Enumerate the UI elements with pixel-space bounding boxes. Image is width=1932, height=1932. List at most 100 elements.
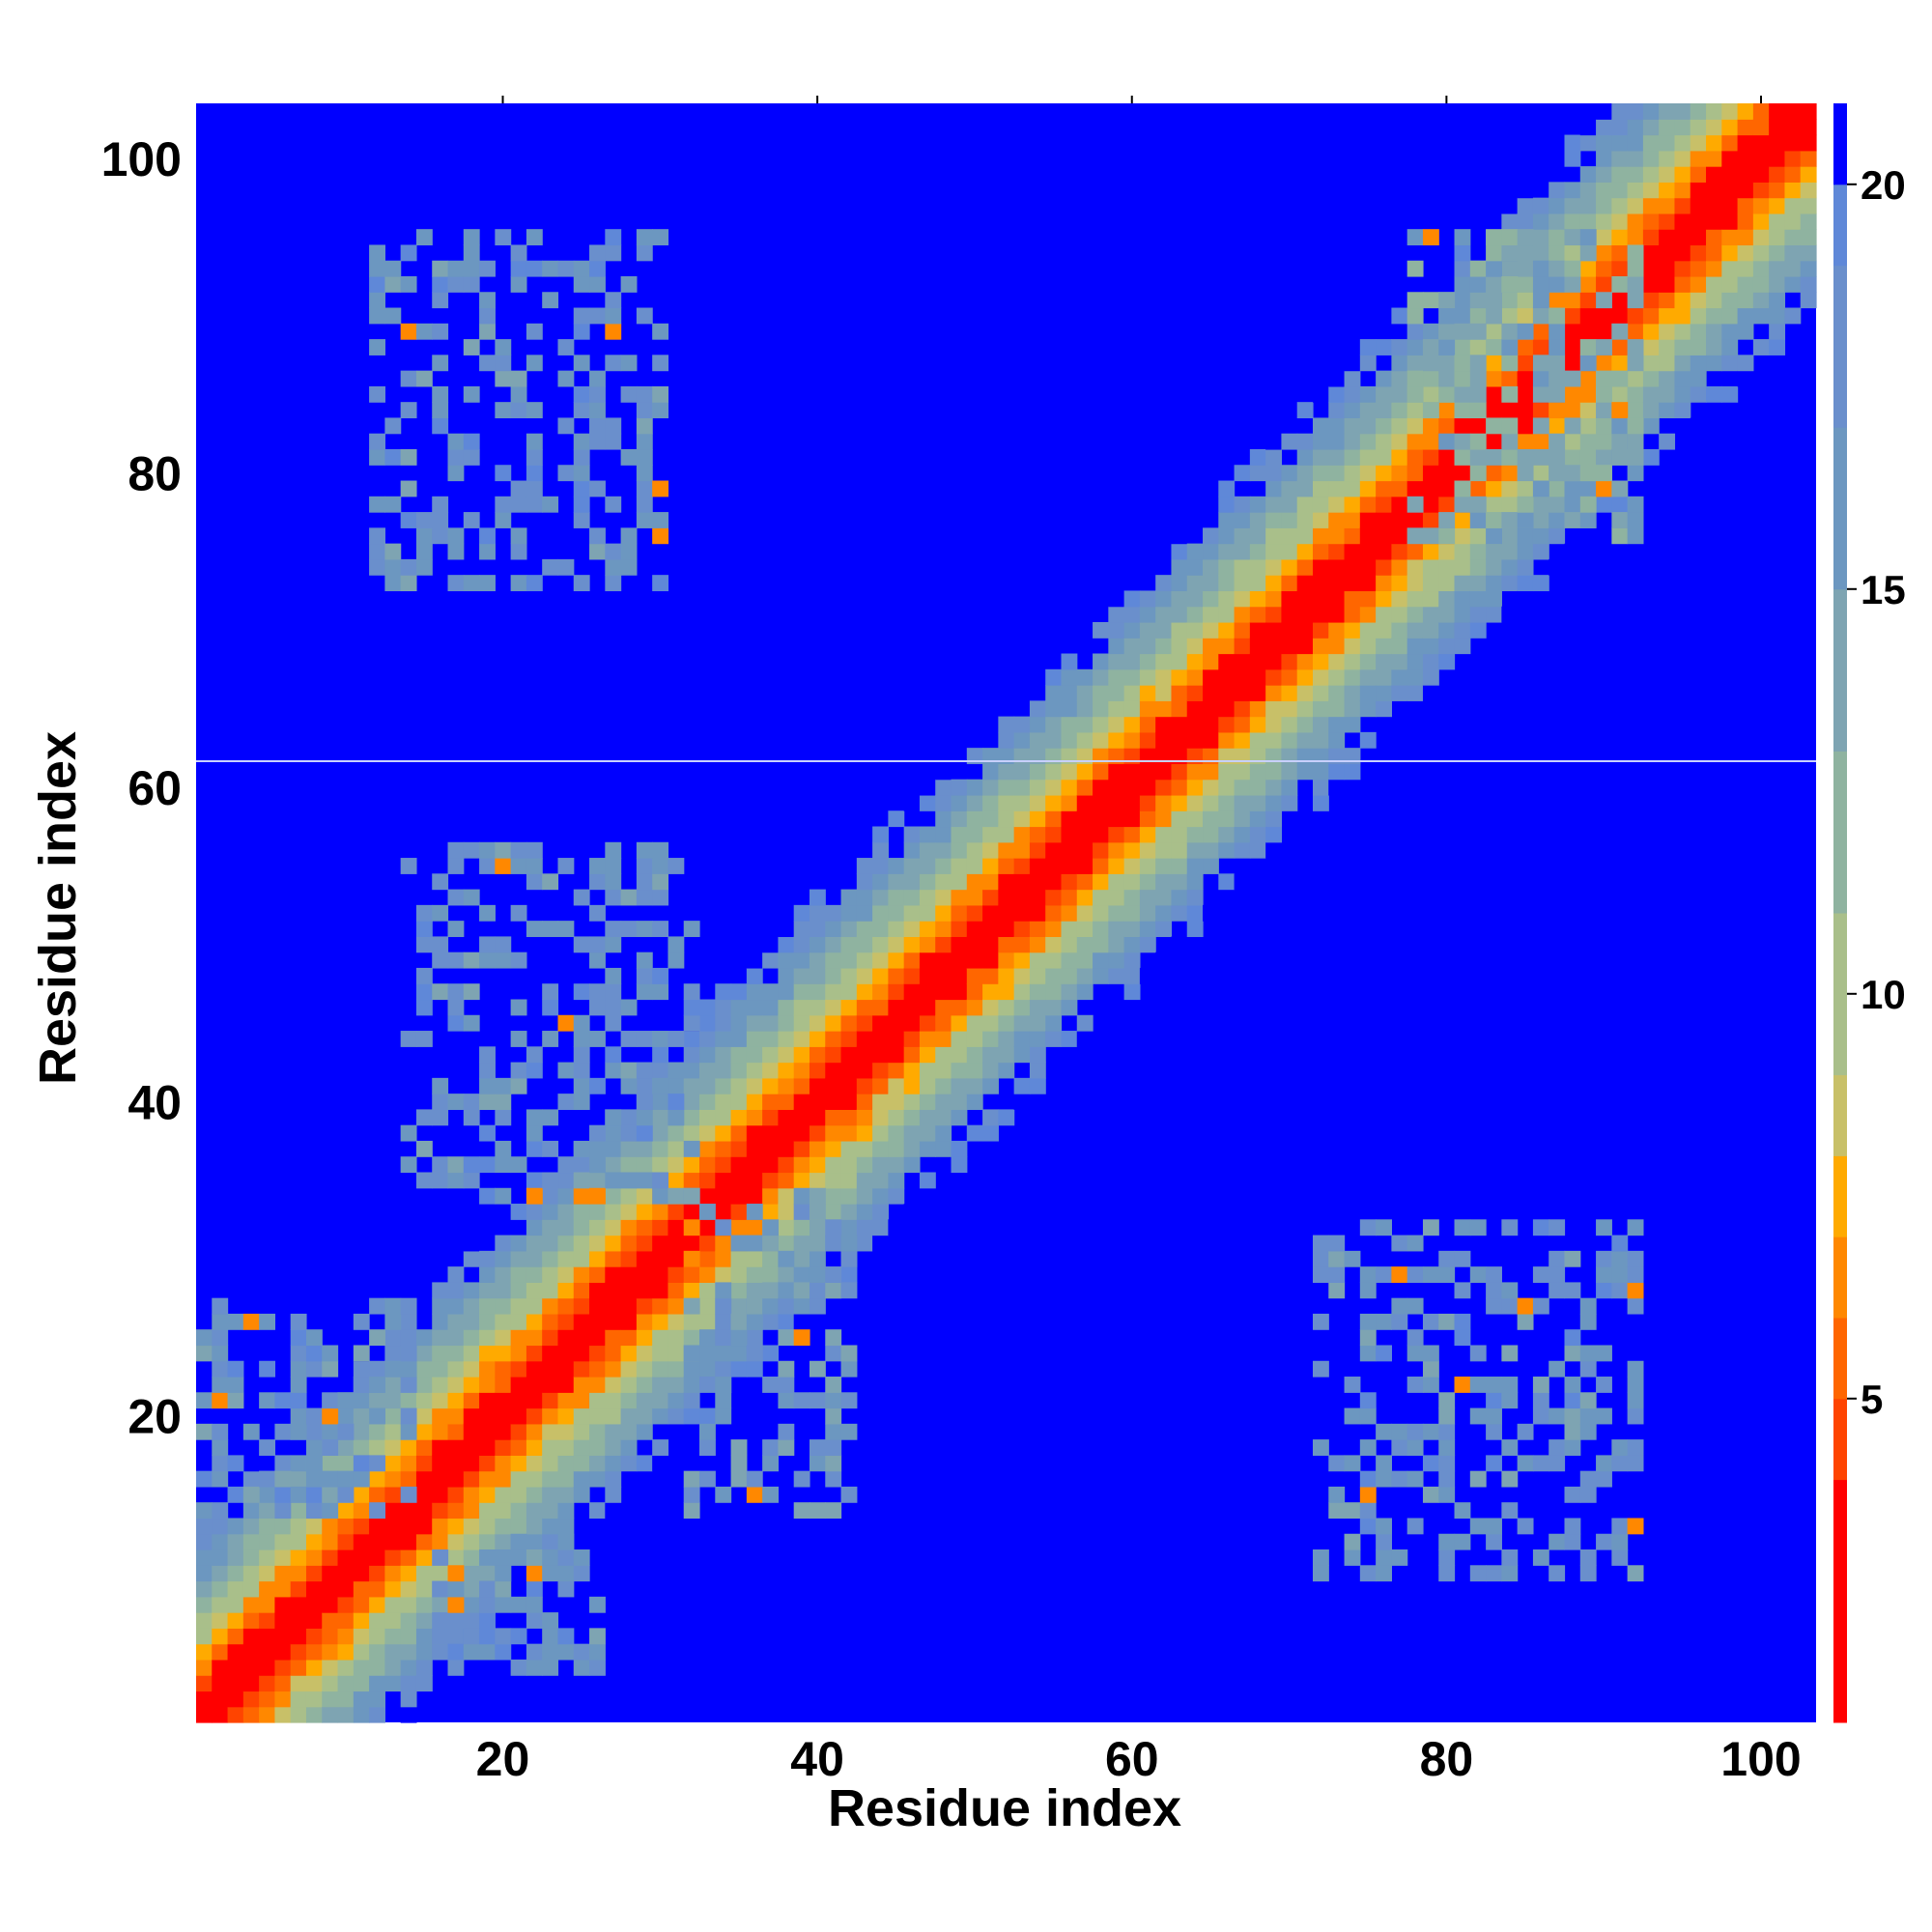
heatmap-cell: [290, 1675, 307, 1692]
heatmap-cell: [699, 1077, 716, 1094]
heatmap-cell: [1469, 275, 1487, 293]
heatmap-cell: [196, 1470, 213, 1488]
heatmap-cell: [636, 244, 653, 262]
heatmap-cell: [432, 1313, 449, 1330]
heatmap-cell: [982, 1031, 999, 1047]
heatmap-cell: [1501, 229, 1519, 246]
heatmap-cell: [447, 1360, 465, 1378]
heatmap-cell: [1265, 433, 1283, 450]
heatmap-cell: [1076, 841, 1094, 859]
heatmap-cell: [526, 1377, 543, 1393]
heatmap-cell: [1469, 480, 1487, 497]
heatmap-cell: [495, 858, 512, 874]
heatmap-cell: [495, 1282, 512, 1299]
heatmap-cell: [1391, 307, 1408, 325]
heatmap-cell: [1139, 841, 1156, 859]
heatmap-cell: [668, 1377, 685, 1393]
heatmap-cell: [1139, 921, 1156, 938]
heatmap-cell: [1344, 1549, 1361, 1566]
heatmap-cell: [1454, 480, 1471, 497]
heatmap-cell: [951, 1077, 968, 1094]
heatmap-cell: [652, 1439, 669, 1456]
heatmap-cell: [1721, 134, 1739, 152]
heatmap-cell: [495, 1360, 512, 1378]
heatmap-cell: [274, 1533, 292, 1550]
heatmap-cell: [1532, 1297, 1549, 1315]
heatmap-cell: [699, 1204, 716, 1220]
heatmap-cell: [1312, 1360, 1329, 1378]
heatmap-cell: [1769, 103, 1786, 120]
heatmap-cell: [542, 1659, 559, 1676]
heatmap-cell: [1642, 182, 1660, 199]
heatmap-cell: [1108, 936, 1125, 953]
heatmap-cell: [620, 1329, 638, 1347]
heatmap-cell: [542, 1486, 559, 1503]
heatmap-cell: [1596, 385, 1612, 403]
heatmap-cell: [605, 1282, 622, 1299]
heatmap-cell: [1391, 339, 1408, 355]
heatmap-cell: [1013, 716, 1031, 733]
heatmap-cell: [1596, 448, 1612, 466]
heatmap-cell: [793, 999, 810, 1016]
heatmap-cell: [1296, 731, 1314, 749]
heatmap-cell: [1234, 700, 1251, 718]
heatmap-cell: [1469, 621, 1487, 639]
heatmap-cell: [903, 983, 921, 1001]
heatmap-cell: [463, 1282, 480, 1299]
heatmap-cell: [636, 1313, 653, 1330]
heatmap-cell: [652, 1313, 669, 1330]
heatmap-cell: [903, 889, 921, 906]
heatmap-cell: [1611, 150, 1629, 167]
heatmap-cell: [652, 1455, 669, 1472]
heatmap-cell: [510, 1156, 527, 1174]
heatmap-cell: [888, 1156, 905, 1174]
heatmap-cell: [683, 1407, 700, 1425]
heatmap-cell: [605, 1407, 622, 1425]
heatmap-cell: [573, 1156, 590, 1174]
heatmap-cell: [526, 858, 543, 874]
heatmap-cell: [620, 1439, 638, 1456]
heatmap-cell: [746, 1014, 763, 1032]
heatmap-cell: [557, 1266, 575, 1283]
heatmap-cell: [1312, 527, 1329, 545]
heatmap-cell: [447, 260, 465, 277]
heatmap-cell: [1406, 260, 1424, 277]
heatmap-cell: [573, 1549, 590, 1566]
heatmap-cell: [668, 1235, 685, 1252]
heatmap-cell: [1155, 700, 1173, 718]
heatmap-cell: [447, 1533, 465, 1550]
heatmap-cell: [1391, 433, 1408, 450]
heatmap-cell: [919, 826, 936, 843]
heatmap-cell: [322, 1470, 339, 1488]
heatmap-cell: [337, 1518, 355, 1535]
heatmap-cell: [1376, 668, 1392, 686]
heatmap-cell: [1501, 339, 1519, 355]
heatmap-cell: [542, 1297, 559, 1315]
heatmap-cell: [1359, 1282, 1377, 1299]
heatmap-cell: [919, 1094, 936, 1110]
heatmap-cell: [1076, 952, 1094, 969]
heatmap-cell: [1234, 794, 1251, 811]
heatmap-cell: [1186, 810, 1204, 828]
heatmap-cell: [730, 1282, 748, 1299]
heatmap-cell: [1674, 166, 1691, 183]
heatmap-cell: [542, 983, 559, 1001]
heatmap-cell: [1800, 213, 1817, 230]
heatmap-cell: [746, 1345, 763, 1362]
heatmap-cell: [447, 858, 465, 874]
heatmap-cell: [1769, 229, 1786, 246]
heatmap-cell: [1517, 480, 1534, 497]
heatmap-cell: [1139, 763, 1156, 781]
heatmap-cell: [982, 716, 999, 733]
heatmap-cell: [1203, 841, 1219, 859]
heatmap-cell: [1800, 150, 1817, 167]
heatmap-cell: [290, 1407, 307, 1425]
heatmap-cell: [1029, 1046, 1046, 1064]
heatmap-cell: [1579, 1313, 1597, 1330]
heatmap-cell: [196, 1643, 213, 1661]
heatmap-cell: [620, 385, 638, 403]
heatmap-cell: [935, 1046, 952, 1064]
heatmap-cell: [337, 1612, 355, 1629]
heatmap-cell: [762, 1235, 780, 1252]
heatmap-cell: [778, 1266, 795, 1283]
